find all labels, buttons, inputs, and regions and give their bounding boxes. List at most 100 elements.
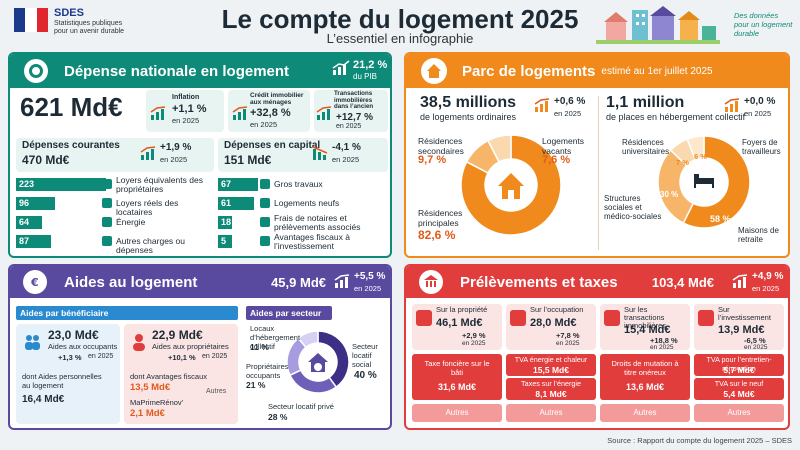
ordinaires-period: en 2025	[554, 109, 582, 118]
donut-collectif	[657, 135, 751, 229]
courantes-item-label: Loyers équivalents des propriétaires	[116, 175, 203, 194]
house-euro-icon	[308, 353, 328, 372]
prelev-col-period: en 2025	[744, 344, 768, 351]
secteur-social-pct: 40 %	[354, 370, 377, 381]
prop-change: +10,1 %	[168, 353, 196, 362]
logo	[14, 8, 48, 32]
prelev-autres-box	[506, 404, 596, 422]
prelev-col-change: +7,8 %	[556, 331, 580, 340]
ordinaires-label: de logements ordinaires	[420, 112, 517, 122]
chart-up-icon	[316, 106, 332, 120]
ordinaires-value: 38,5 millions	[420, 94, 517, 111]
res-principales-label: Résidences principales	[418, 208, 463, 228]
prelev-sub-box	[506, 354, 596, 376]
vacants-label: Logements vacants	[542, 136, 585, 156]
prelev-autres-label: Autres	[445, 408, 469, 417]
ordinaires-slice	[460, 134, 562, 236]
prelev-col-change: +18,8 %	[650, 336, 678, 345]
prelev-change: +4,9 %	[752, 271, 784, 282]
logo-sub-1: Statistiques publiques	[54, 20, 123, 27]
courantes-value: 470 Md€	[22, 153, 70, 167]
prelev-sub-box	[694, 378, 784, 400]
coins-icon	[24, 59, 48, 83]
parc-card: Parc de logements estimé au 1er juillet …	[404, 52, 790, 258]
pib-chart-icon	[332, 60, 350, 75]
collectif-period: en 2025	[744, 109, 772, 118]
vacants-pct: 7,6 %	[542, 154, 571, 166]
maisons-label: Maisons de retraite	[738, 226, 779, 244]
aides-header: € Aides au logement 45,9 Md€	[10, 266, 390, 298]
page-title: Le compte du logement 2025	[221, 4, 579, 34]
capital-bar: 5	[218, 235, 232, 248]
prelev-sub1-label: Droits de mutation à titre onéreux	[611, 359, 679, 377]
courantes-item-label: Autres charges ou dépenses	[116, 236, 185, 255]
courantes-bar: 223	[16, 178, 106, 191]
kpi-inflation-value: +1,1 %	[172, 103, 207, 115]
capital-item-label: Gros travaux	[274, 179, 323, 189]
person-icon	[133, 334, 145, 351]
prelev-autres-label: Autres	[633, 408, 657, 417]
kpi-inflation-period: en 2025	[172, 116, 200, 125]
capital-period: en 2025	[332, 155, 360, 164]
depense-title: Dépense nationale en logement	[64, 62, 290, 80]
parc-divider	[598, 96, 599, 250]
prelev-sub1-label: Taxe foncière sur le bâti	[424, 359, 490, 377]
source: Source : Rapport du compte du logement 2…	[607, 436, 792, 445]
hand-euro-icon: €	[23, 270, 47, 294]
collectif-slice	[682, 135, 751, 229]
prelev-autres-label: Autres	[539, 408, 563, 417]
chart-up-icon	[232, 106, 248, 120]
chart-down-icon	[312, 146, 328, 160]
prelev-sub-box	[412, 354, 502, 400]
prelev-col-title: Sur l’occupation	[530, 305, 584, 314]
aides-change: +5,5 %	[354, 271, 386, 282]
dots-icon	[102, 236, 112, 246]
prelev-col-period: en 2025	[650, 344, 674, 351]
aides-card: € Aides au logement 45,9 Md€ +5,5 % en 2…	[8, 264, 392, 430]
collectif-slice	[686, 135, 705, 161]
secteur-collectif-label: Locaux d’hébergement collectif	[250, 324, 301, 351]
occ-change: +1,3 %	[58, 353, 82, 362]
prelev-sub-box	[694, 354, 784, 376]
prop-autres: Autres	[206, 388, 227, 395]
kpi-credit-label: Crédit immobilier aux ménages	[250, 92, 304, 106]
secteur-prive-pct: 28 %	[268, 412, 288, 422]
prelev-sub2-value: 5,4 Md€	[723, 389, 755, 399]
page-subtitle: L’essentiel en infographie	[326, 31, 474, 46]
svg-text:€: €	[30, 276, 39, 289]
chart-up-icon	[140, 146, 156, 160]
occupants-panel	[16, 324, 120, 424]
kpi-transactions-period: en 2025	[336, 123, 362, 130]
secteur-title: Aides par secteur	[246, 306, 332, 320]
collectif-value: 1,1 million	[606, 94, 685, 111]
capital-change: -4,1 %	[332, 142, 361, 153]
chart-up-icon	[724, 98, 740, 112]
bed-icon	[694, 174, 714, 188]
prop-label: Aides aux propriétaires	[152, 342, 229, 351]
capital-bar: 67	[218, 178, 258, 191]
kpi-transactions	[314, 90, 388, 132]
foyers-label: Foyers de travailleurs	[742, 138, 781, 156]
occ-sub-value: 16,4 Md€	[22, 394, 65, 405]
res-secondaires-pct: 9,7 %	[418, 154, 447, 166]
kpi-credit-value: +32,8 %	[250, 107, 291, 119]
tool-icon	[260, 236, 270, 246]
capital-title: Dépenses en capital	[224, 140, 321, 151]
secteur-social-label: Secteur locatif social	[352, 342, 378, 369]
prelev-sub2-label: TVA sur le neuf	[714, 379, 764, 388]
parc-title: Parc de logements	[462, 62, 596, 80]
prelev-col-value: 28,0 Md€	[530, 317, 577, 329]
secteur-slice	[288, 369, 338, 394]
prelev-sub1-value: 5,7 Md€	[723, 365, 755, 375]
tagline-line-2: pour un logement	[734, 20, 793, 29]
prop-period: en 2025	[202, 353, 228, 360]
lightning-icon	[102, 217, 112, 227]
key-icon	[102, 179, 112, 189]
courantes-panel	[16, 138, 214, 172]
prelev-autres-box	[600, 404, 690, 422]
depense-header: Dépense nationale en logement	[10, 54, 390, 88]
kpi-inflation	[146, 90, 224, 132]
prelev-sub1-label: TVA pour l’entretien-rénovation	[706, 355, 772, 373]
tool-icon	[260, 179, 270, 189]
prelev-col-change: -6,5 %	[744, 336, 766, 345]
